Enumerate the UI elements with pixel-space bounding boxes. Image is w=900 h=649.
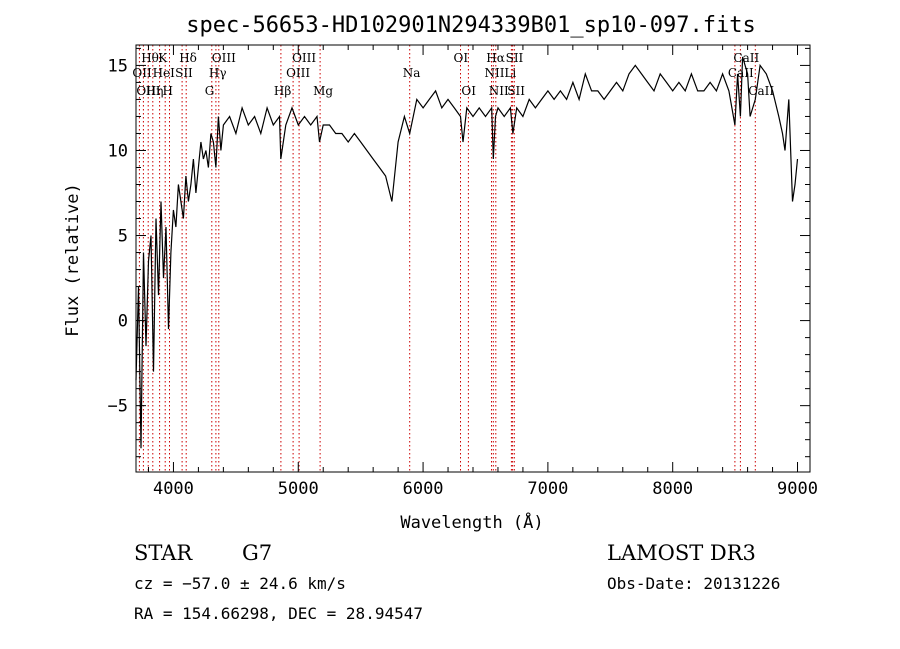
observation-date: Obs-Date: 20131226 xyxy=(607,574,780,593)
line-label-8: SII xyxy=(175,66,193,80)
line-label-9: OIII xyxy=(212,51,236,65)
line-label-15: Mg xyxy=(313,84,333,98)
line-label-26: CaII xyxy=(728,66,754,80)
x-axis-label: Wavelength (Å) xyxy=(400,511,543,533)
y-tick-label-3: 10 xyxy=(108,141,128,161)
x-tick-label-3: 7000 xyxy=(527,479,568,499)
spectral-line-markers xyxy=(138,45,756,472)
line-label-14: Hβ xyxy=(274,84,291,98)
line-label-4: HeI xyxy=(153,66,176,80)
x-tick-label-1: 5000 xyxy=(278,479,319,499)
line-label-23: Li xyxy=(504,66,516,80)
line-label-20: NII xyxy=(485,66,505,80)
y-axis-label: Flux (relative) xyxy=(63,183,83,337)
line-label-17: OI xyxy=(454,51,469,65)
object-subclass: G7 xyxy=(242,541,272,565)
line-label-16: Na xyxy=(403,66,421,80)
plot-frame xyxy=(135,44,811,473)
line-label-13: OIII xyxy=(286,66,310,80)
x-tick-label-5: 9000 xyxy=(777,479,818,499)
x-tick-label-2: 6000 xyxy=(403,479,444,499)
chart-title: spec-56653-HD102901N294339B01_sp10-097.f… xyxy=(186,13,756,38)
line-label-19: Hα xyxy=(486,51,505,65)
line-label-0: Hθ xyxy=(141,51,159,65)
line-label-5: Hη xyxy=(146,84,164,98)
line-label-2: OIII xyxy=(136,84,160,98)
redshift-value: cz = −57.0 ± 24.6 km/s xyxy=(134,574,346,593)
line-label-10: Hγ xyxy=(209,66,227,80)
line-label-3: K xyxy=(158,51,168,65)
x-tick-label-0: 4000 xyxy=(153,479,194,499)
spectrum-line xyxy=(135,56,799,449)
object-class: STAR xyxy=(134,541,193,565)
survey-name: LAMOST DR3 xyxy=(607,541,756,565)
y-tick-label-2: 5 xyxy=(118,227,128,247)
y-tick-label-0: −5 xyxy=(108,397,128,417)
line-label-6: H xyxy=(163,84,173,98)
line-label-18: OI xyxy=(461,84,476,98)
line-label-1: OII xyxy=(132,66,152,80)
line-label-21: NII xyxy=(489,84,509,98)
line-label-12: OIII xyxy=(292,51,316,65)
y-axis-ticks: −5 0 5 10 15 xyxy=(108,47,810,458)
y-tick-label-1: 0 xyxy=(118,312,128,332)
coordinates: RA = 154.66298, DEC = 28.94547 xyxy=(134,604,423,623)
x-axis-ticks: 4000 5000 6000 7000 8000 9000 xyxy=(147,45,818,499)
line-label-22: SII xyxy=(506,51,524,65)
line-label-25: CaII xyxy=(733,51,759,65)
x-tick-label-4: 8000 xyxy=(652,479,693,499)
line-label-24: SII xyxy=(507,84,525,98)
y-tick-label-4: 15 xyxy=(108,56,128,76)
line-label-27: CaII xyxy=(748,84,774,98)
line-label-11: G xyxy=(205,84,215,98)
line-label-7: Hδ xyxy=(179,51,197,65)
